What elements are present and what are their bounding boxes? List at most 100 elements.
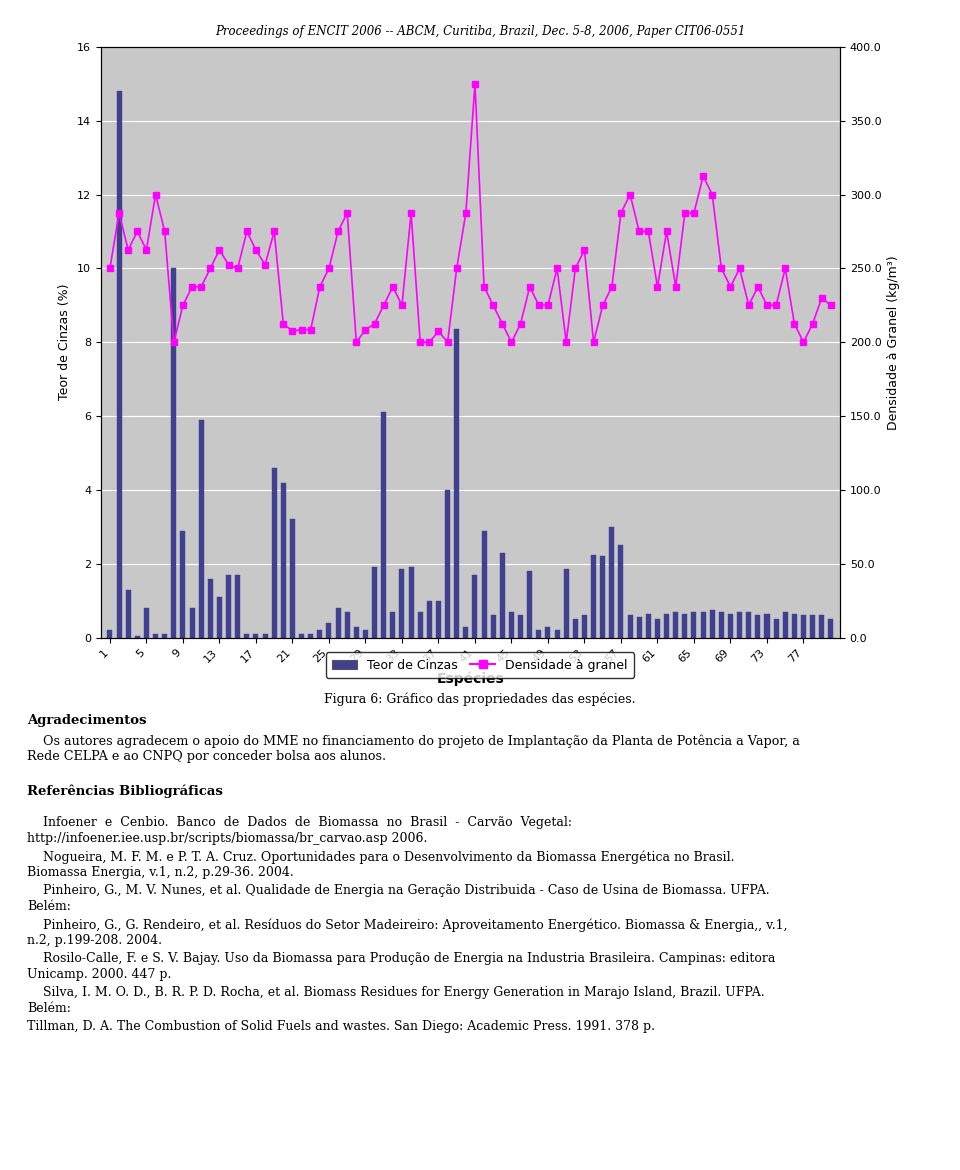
Bar — [399, 570, 404, 638]
Bar — [646, 613, 651, 638]
Bar — [482, 530, 487, 638]
X-axis label: Espécies: Espécies — [437, 672, 504, 686]
Bar — [728, 613, 733, 638]
Bar — [764, 613, 770, 638]
Bar — [737, 612, 742, 638]
Bar — [318, 631, 323, 638]
Bar — [500, 552, 505, 638]
Bar — [555, 631, 560, 638]
Bar — [719, 612, 724, 638]
Bar — [509, 612, 514, 638]
Bar — [683, 613, 687, 638]
Bar — [427, 600, 432, 638]
Bar — [655, 619, 660, 638]
Bar — [782, 612, 788, 638]
Bar — [537, 631, 541, 638]
Bar — [472, 574, 477, 638]
Text: Proceedings of ENCIT 2006 -- ABCM, Curitiba, Brazil, Dec. 5-8, 2006, Paper CIT06: Proceedings of ENCIT 2006 -- ABCM, Curit… — [215, 25, 745, 37]
Bar — [336, 608, 341, 638]
Bar — [199, 420, 204, 638]
Bar — [290, 519, 295, 638]
Bar — [180, 530, 185, 638]
Bar — [756, 615, 760, 638]
Text: http://infoener.iee.usp.br/scripts/biomassa/br_carvao.asp 2006.: http://infoener.iee.usp.br/scripts/bioma… — [27, 832, 427, 845]
Bar — [153, 634, 158, 638]
Text: Tillman, D. A. The Combustion of Solid Fuels and wastes. San Diego: Academic Pre: Tillman, D. A. The Combustion of Solid F… — [27, 1020, 655, 1033]
Bar — [235, 574, 240, 638]
Bar — [418, 612, 422, 638]
Bar — [527, 571, 532, 638]
Bar — [134, 635, 140, 638]
Bar — [518, 615, 523, 638]
Text: Silva, I. M. O. D., B. R. P. D. Rocha, et al. Biomass Residues for Energy Genera: Silva, I. M. O. D., B. R. P. D. Rocha, e… — [27, 986, 764, 999]
Bar — [564, 570, 568, 638]
Text: Biomassa Energia, v.1, n.2, p.29-36. 2004.: Biomassa Energia, v.1, n.2, p.29-36. 200… — [27, 866, 294, 879]
Bar — [281, 482, 286, 638]
Bar — [600, 557, 605, 638]
Y-axis label: Teor de Cinzas (%): Teor de Cinzas (%) — [59, 284, 71, 400]
Bar — [701, 612, 706, 638]
Bar — [262, 634, 268, 638]
Text: Belém:: Belém: — [27, 900, 71, 913]
Bar — [116, 91, 122, 638]
Bar — [372, 567, 377, 638]
Bar — [636, 618, 641, 638]
Bar — [217, 597, 222, 638]
Bar — [810, 615, 815, 638]
Bar — [300, 634, 304, 638]
Bar — [618, 545, 623, 638]
Bar — [582, 615, 587, 638]
Bar — [308, 634, 313, 638]
Text: Belém:: Belém: — [27, 1002, 71, 1014]
Bar — [162, 634, 167, 638]
Bar — [345, 612, 349, 638]
Bar — [573, 619, 578, 638]
Bar — [436, 600, 441, 638]
Bar — [610, 526, 614, 638]
Text: n.2, p.199-208. 2004.: n.2, p.199-208. 2004. — [27, 934, 162, 947]
Bar — [746, 612, 752, 638]
Bar — [381, 412, 386, 638]
Text: Os autores agradecem o apoio do MME no financiamento do projeto de Implantação d: Os autores agradecem o apoio do MME no f… — [27, 735, 800, 748]
Bar — [691, 612, 697, 638]
Text: Nogueira, M. F. M. e P. T. A. Cruz. Oportunidades para o Desenvolvimento da Biom: Nogueira, M. F. M. e P. T. A. Cruz. Opor… — [27, 851, 734, 863]
Bar — [144, 608, 149, 638]
Bar — [391, 612, 396, 638]
Y-axis label: Densidade à Granel (kg/m³): Densidade à Granel (kg/m³) — [887, 255, 900, 429]
Bar — [545, 627, 550, 638]
Bar — [628, 615, 633, 638]
Text: Pinheiro, G., G. Rendeiro, et al. Resíduos do Setor Madeireiro: Aproveitamento E: Pinheiro, G., G. Rendeiro, et al. Resídu… — [27, 918, 787, 931]
Bar — [272, 468, 276, 638]
Bar — [253, 634, 258, 638]
Bar — [673, 612, 679, 638]
Text: Pinheiro, G., M. V. Nunes, et al. Qualidade de Energia na Geração Distribuida - : Pinheiro, G., M. V. Nunes, et al. Qualid… — [27, 885, 770, 897]
Bar — [354, 627, 359, 638]
Bar — [464, 627, 468, 638]
Bar — [244, 634, 250, 638]
Bar — [491, 615, 495, 638]
Bar — [774, 619, 779, 638]
Bar — [108, 631, 112, 638]
Text: Rosilo-Calle, F. e S. V. Bajay. Uso da Biomassa para Produção de Energia na Indu: Rosilo-Calle, F. e S. V. Bajay. Uso da B… — [27, 952, 776, 965]
Bar — [207, 578, 213, 638]
Bar — [664, 613, 669, 638]
Bar — [819, 615, 825, 638]
Bar — [409, 567, 414, 638]
Bar — [801, 615, 806, 638]
Text: Referências Bibliográficas: Referências Bibliográficas — [27, 785, 223, 798]
Bar — [126, 590, 131, 638]
Bar — [189, 608, 195, 638]
Bar — [709, 610, 715, 638]
Bar — [363, 631, 368, 638]
Text: Infoener  e  Cenbio.  Banco  de  Dados  de  Biomassa  no  Brasil  -  Carvão  Veg: Infoener e Cenbio. Banco de Dados de Bio… — [27, 817, 572, 830]
Bar — [445, 490, 450, 638]
Bar — [454, 329, 459, 638]
Legend: Teor de Cinzas, Densidade à granel: Teor de Cinzas, Densidade à granel — [325, 653, 635, 677]
Text: Figura 6: Gráfico das propriedades das espécies.: Figura 6: Gráfico das propriedades das e… — [324, 693, 636, 707]
Bar — [792, 613, 797, 638]
Bar — [326, 622, 331, 638]
Text: Rede CELPA e ao CNPQ por conceder bolsa aos alunos.: Rede CELPA e ao CNPQ por conceder bolsa … — [27, 750, 386, 763]
Bar — [226, 574, 231, 638]
Bar — [171, 268, 177, 638]
Text: Unicamp. 2000. 447 p.: Unicamp. 2000. 447 p. — [27, 968, 171, 980]
